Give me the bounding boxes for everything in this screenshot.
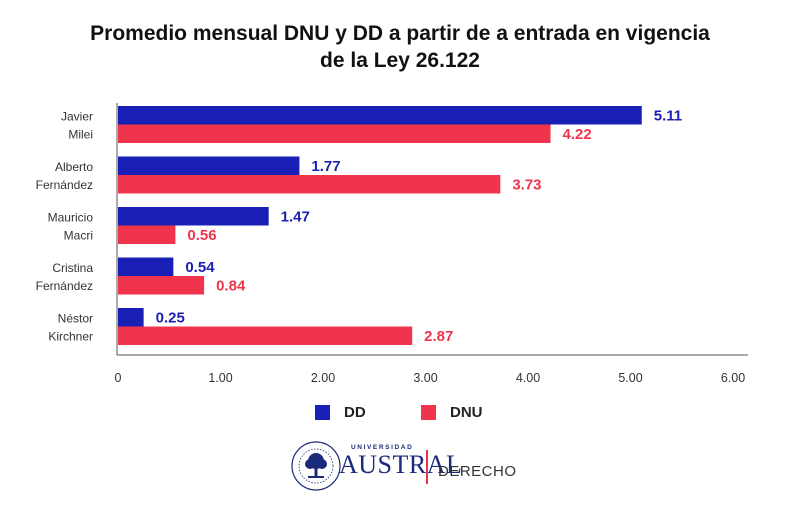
bar-dd-1 xyxy=(118,156,300,175)
data-label-dd-3: 0.54 xyxy=(185,259,215,276)
x-tick-label-6: 6.00 xyxy=(721,371,745,385)
category-label-1-line-1: Fernández xyxy=(36,178,93,192)
x-tick-label-4: 4.00 xyxy=(516,371,540,385)
category-label-3-line-0: Cristina xyxy=(52,261,93,275)
bar-dnu-4 xyxy=(118,326,413,345)
data-label-dd-4: 0.25 xyxy=(156,309,185,326)
category-labels: Javier Milei Alberto Fernández Mauricio Macri… xyxy=(36,110,94,344)
footer-logo: UNIVERSIDAD AUSTRAL DERECHO xyxy=(0,440,800,496)
x-axis-ticks: 0 1.00 2.00 3.00 4.00 5.00 6.00 xyxy=(115,371,746,385)
university-name: AUSTRAL xyxy=(339,450,463,479)
data-label-dnu-0: 4.22 xyxy=(563,126,592,143)
bar-dnu-1 xyxy=(118,175,501,194)
bars-group: 5.11 4.22 1.77 3.73 1.47 0.56 0.540.84 0.25 2.87 xyxy=(118,106,682,345)
x-tick-label-3: 3.00 xyxy=(413,371,437,385)
category-label-3-line-1: Fernández xyxy=(36,279,93,293)
data-label-dnu-1: 3.73 xyxy=(512,176,541,193)
legend-swatch-dnu xyxy=(421,405,436,420)
chart-title-line-2: de la Ley 26.122 xyxy=(320,49,480,72)
legend-label-dd: DD xyxy=(344,404,366,421)
bar-dd-3 xyxy=(118,257,174,276)
x-tick-label-5: 5.00 xyxy=(618,371,642,385)
logo-divider xyxy=(426,450,428,484)
category-label-0-line-0: Javier xyxy=(61,110,93,124)
university-seal-icon xyxy=(291,441,341,491)
x-tick-label-1: 1.00 xyxy=(208,371,232,385)
university-caption: UNIVERSIDAD xyxy=(351,444,414,451)
category-label-0-line-1: Milei xyxy=(68,128,93,142)
data-label-dnu-4: 2.87 xyxy=(424,328,453,345)
category-label-2-line-0: Mauricio xyxy=(48,211,94,225)
bar-dnu-3 xyxy=(118,276,205,295)
x-tick-label-0: 0 xyxy=(115,371,122,385)
data-label-dd-0: 5.11 xyxy=(654,107,682,124)
bar-dd-4 xyxy=(118,308,144,327)
legend-swatch-dd xyxy=(315,405,330,420)
faculty-name: DERECHO xyxy=(438,463,517,480)
x-tick-label-2: 2.00 xyxy=(311,371,335,385)
bar-dd-2 xyxy=(118,207,269,226)
chart-title: Promedio mensual DNU y DD a partir de a … xyxy=(0,20,800,74)
category-label-1-line-0: Alberto xyxy=(55,160,93,174)
data-label-dd-1: 1.77 xyxy=(311,158,340,175)
category-label-4-line-0: Néstor xyxy=(58,312,93,326)
category-label-2-line-1: Macri xyxy=(64,229,93,243)
data-label-dnu-2: 0.56 xyxy=(187,227,216,244)
legend-label-dnu: DNU xyxy=(450,404,483,421)
bar-chart: 5.11 4.22 1.77 3.73 1.47 0.56 0.540.84 0.25 2.87… xyxy=(36,103,748,385)
category-label-4-line-1: Kirchner xyxy=(48,330,93,344)
chart-title-line-1: Promedio mensual DNU y DD a partir de a … xyxy=(90,22,710,45)
legend: DD DNU xyxy=(0,404,800,426)
bar-dnu-0 xyxy=(118,124,551,143)
legend-item-dd: DD xyxy=(315,404,366,421)
bar-dd-0 xyxy=(118,106,642,125)
data-label-dd-2: 1.47 xyxy=(281,208,310,225)
data-label-dnu-3: 0.84 xyxy=(216,277,246,294)
bar-dnu-2 xyxy=(118,225,176,244)
legend-item-dnu: DNU xyxy=(421,404,483,421)
